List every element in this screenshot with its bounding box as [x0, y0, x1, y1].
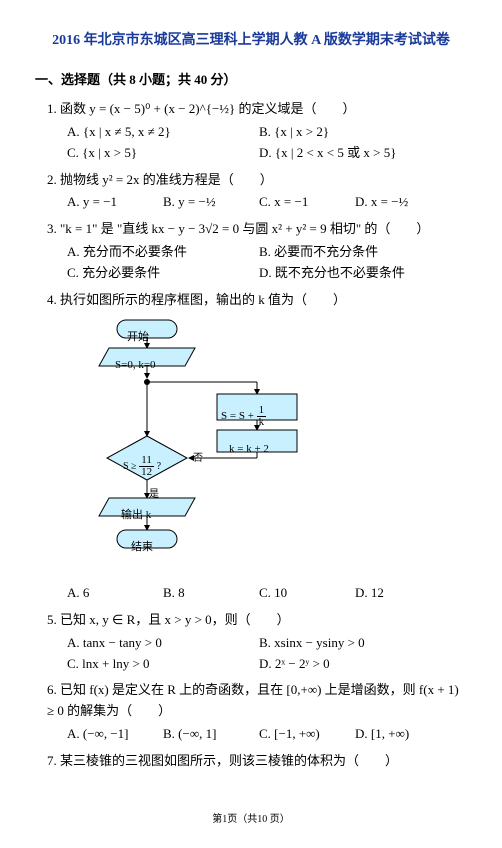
q2-stem: 2. 抛物线 y² = 2x 的准线方程是（ ） — [47, 170, 467, 191]
q5-opt-a: A. tanx − tany > 0 — [67, 633, 259, 654]
flow-cond-den: 12 — [139, 467, 154, 478]
q7-stem: 7. 某三棱锥的三视图如图所示，则该三棱锥的体积为（ ） — [47, 751, 467, 772]
q3-stem: 3. "k = 1" 是 "直线 kx − y − 3√2 = 0 与圆 x² … — [47, 219, 467, 240]
question-4: 4. 执行如图所示的程序框图，输出的 k 值为（ ） — [47, 290, 467, 604]
flow-proc1-lhs: S = S + — [221, 410, 254, 422]
q6-opt-a: A. (−∞, −1] — [67, 724, 163, 745]
flow-yes: 是 — [149, 487, 159, 503]
question-6: 6. 已知 f(x) 是定义在 R 上的奇函数，且在 [0,+∞) 上是增函数，… — [47, 680, 467, 744]
flow-end: 结束 — [131, 539, 153, 557]
q1-opt-b: B. {x | x > 2} — [259, 122, 451, 143]
q4-stem: 4. 执行如图所示的程序框图，输出的 k 值为（ ） — [47, 290, 467, 311]
q4-opt-b: B. 8 — [163, 583, 259, 604]
flow-cond-r: ? — [157, 461, 161, 472]
q4-opt-d: D. 12 — [355, 583, 451, 604]
q3-opt-a: A. 充分而不必要条件 — [67, 242, 259, 263]
q5-opt-b: B. xsinx − ysiny > 0 — [259, 633, 451, 654]
q3-opt-d: D. 既不充分也不必要条件 — [259, 263, 451, 284]
q6-stem: 6. 已知 f(x) 是定义在 R 上的奇函数，且在 [0,+∞) 上是增函数，… — [47, 680, 467, 722]
q2-opt-d: D. x = −½ — [355, 192, 451, 213]
q6-opt-b: B. (−∞, 1] — [163, 724, 259, 745]
page-footer: 第1页（共10 页） — [35, 812, 467, 828]
q1-opt-a: A. {x | x ≠ 5, x ≠ 2} — [67, 122, 259, 143]
q6-opt-d: D. [1, +∞) — [355, 724, 451, 745]
q5-opt-c: C. lnx + lny > 0 — [67, 654, 259, 675]
flow-start: 开始 — [127, 329, 149, 347]
q2-opt-b: B. y = −½ — [163, 192, 259, 213]
flow-no: 否 — [193, 451, 203, 467]
flowchart: 开始 S=0, k=0 S = S + 1k k = k + 2 S ≥ 111… — [87, 318, 327, 575]
question-2: 2. 抛物线 y² = 2x 的准线方程是（ ） A. y = −1 B. y … — [47, 170, 467, 214]
q3-opt-c: C. 充分必要条件 — [67, 263, 259, 284]
flow-proc1-den: k — [257, 417, 267, 428]
flow-out: 输出 k — [121, 507, 151, 525]
flow-init: S=0, k=0 — [115, 357, 156, 375]
section-heading: 一、选择题（共 8 小题；共 40 分） — [35, 70, 467, 91]
q4-opt-a: A. 6 — [67, 583, 163, 604]
q4-opt-c: C. 10 — [259, 583, 355, 604]
page-title: 2016 年北京市东城区高三理科上学期人教 A 版数学期末考试试卷 — [35, 30, 467, 52]
question-5: 5. 已知 x, y ∈ R，且 x > y > 0，则（ ） A. tanx … — [47, 610, 467, 674]
q3-opt-b: B. 必要而不充分条件 — [259, 242, 451, 263]
question-1: 1. 函数 y = (x − 5)⁰ + (x − 2)^{−½} 的定义域是（… — [47, 99, 467, 163]
q2-opt-c: C. x = −1 — [259, 192, 355, 213]
q1-stem: 1. 函数 y = (x − 5)⁰ + (x − 2)^{−½} 的定义域是（… — [47, 99, 467, 120]
question-7: 7. 某三棱锥的三视图如图所示，则该三棱锥的体积为（ ） — [47, 751, 467, 772]
flow-cond-l: S ≥ — [123, 461, 137, 472]
question-3: 3. "k = 1" 是 "直线 kx − y − 3√2 = 0 与圆 x² … — [47, 219, 467, 283]
q1-opt-c: C. {x | x > 5} — [67, 143, 259, 164]
q2-opt-a: A. y = −1 — [67, 192, 163, 213]
q5-opt-d: D. 2ˣ − 2ʸ > 0 — [259, 654, 451, 675]
q6-opt-c: C. [−1, +∞) — [259, 724, 355, 745]
q1-opt-d: D. {x | 2 < x < 5 或 x > 5} — [259, 143, 451, 164]
flow-proc2: k = k + 2 — [229, 441, 269, 459]
q5-stem: 5. 已知 x, y ∈ R，且 x > y > 0，则（ ） — [47, 610, 467, 631]
